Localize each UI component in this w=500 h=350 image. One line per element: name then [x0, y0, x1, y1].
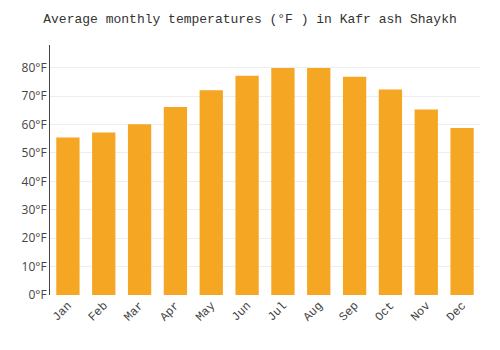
svg-text:80°F: 80°F: [22, 59, 47, 76]
svg-text:Jun: Jun: [229, 299, 254, 324]
svg-text:Aug: Aug: [301, 299, 326, 324]
svg-text:Feb: Feb: [86, 299, 111, 324]
svg-text:10°F: 10°F: [22, 258, 47, 275]
svg-text:30°F: 30°F: [22, 201, 47, 218]
svg-text:Sep: Sep: [336, 299, 361, 324]
svg-text:20°F: 20°F: [22, 229, 47, 246]
svg-text:0°F: 0°F: [28, 286, 46, 303]
svg-text:Jul: Jul: [265, 299, 290, 324]
svg-text:Average monthly temperatures (: Average monthly temperatures (°F ) in Ka…: [43, 12, 456, 27]
svg-text:Dec: Dec: [444, 299, 469, 324]
svg-text:Nov: Nov: [408, 299, 433, 324]
svg-text:Apr: Apr: [157, 299, 182, 324]
svg-text:40°F: 40°F: [22, 173, 47, 190]
svg-text:Jan: Jan: [50, 299, 75, 324]
svg-text:70°F: 70°F: [22, 87, 47, 104]
svg-text:Oct: Oct: [372, 299, 397, 324]
svg-text:May: May: [193, 299, 218, 324]
svg-text:60°F: 60°F: [22, 116, 47, 133]
svg-text:Mar: Mar: [121, 299, 146, 324]
svg-text:50°F: 50°F: [22, 144, 47, 161]
